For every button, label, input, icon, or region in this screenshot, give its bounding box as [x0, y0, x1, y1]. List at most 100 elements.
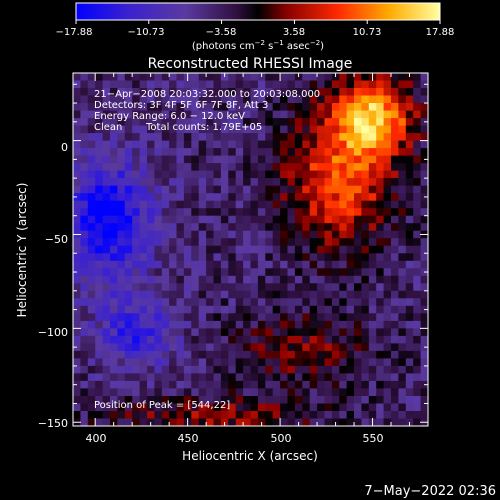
heatmap-cell — [354, 298, 362, 307]
heatmap-cell — [280, 223, 289, 232]
heatmap-cell — [102, 268, 111, 277]
heatmap-cell — [95, 283, 104, 292]
heatmap-cell — [235, 118, 244, 127]
heatmap-cell — [176, 365, 185, 374]
heatmap-cell — [206, 110, 215, 119]
heatmap-cell — [73, 328, 81, 337]
heatmap-cell — [228, 350, 237, 359]
heatmap-cell — [132, 283, 141, 292]
heatmap-cell — [139, 230, 148, 239]
heatmap-cell — [368, 365, 377, 374]
heatmap-cell — [294, 396, 303, 405]
heatmap-cell — [147, 185, 155, 194]
heatmap-cell — [317, 110, 326, 119]
heatmap-cell — [176, 230, 185, 239]
heatmap-cell — [80, 230, 89, 239]
heatmap-cell — [198, 125, 207, 134]
heatmap-cell — [139, 298, 148, 307]
heatmap-cell — [228, 253, 237, 262]
heatmap-cell — [154, 411, 163, 420]
heatmap-cell — [117, 418, 126, 426]
heatmap-cell — [250, 215, 259, 224]
heatmap-cell — [206, 118, 215, 127]
heatmap-cell — [287, 245, 296, 254]
heatmap-cell — [265, 350, 274, 359]
heatmap-cell — [220, 95, 229, 104]
heatmap-cell — [250, 193, 259, 202]
heatmap-cell — [302, 170, 311, 179]
heatmap-cell — [110, 88, 118, 97]
heatmap-cell — [428, 298, 436, 306]
heatmap-cell — [139, 215, 148, 224]
heatmap-cell — [139, 223, 148, 232]
heatmap-cell — [228, 73, 237, 82]
heatmap-cell — [280, 103, 289, 112]
heatmap-cell — [169, 396, 178, 405]
heatmap-cell — [73, 290, 81, 299]
heatmap-cell — [154, 185, 163, 194]
heatmap-cell — [265, 178, 274, 187]
heatmap-cell — [183, 396, 192, 405]
heatmap-cell — [220, 245, 229, 254]
heatmap-cell — [102, 163, 111, 172]
heatmap-cell — [243, 148, 252, 157]
heatmap-cell — [139, 290, 148, 299]
heatmap-cell — [405, 275, 414, 284]
heatmap-cell — [191, 268, 200, 277]
heatmap-cell — [346, 298, 355, 307]
heatmap-cell — [87, 148, 96, 157]
heatmap-cell — [354, 215, 362, 224]
heatmap-cell — [235, 170, 244, 179]
heatmap-cell — [302, 350, 311, 359]
heatmap-cell — [140, 426, 148, 434]
heatmap-cell — [405, 155, 414, 164]
heatmap-cell — [235, 358, 244, 367]
heatmap-cell — [250, 260, 259, 269]
heatmap-cell — [198, 95, 207, 104]
heatmap-cell — [302, 148, 311, 157]
heatmap-cell — [243, 178, 252, 187]
heatmap-cell — [161, 110, 170, 119]
heatmap-cell — [250, 245, 259, 254]
heatmap-cell — [183, 148, 192, 157]
heatmap-cell — [405, 193, 414, 202]
heatmap-cell — [376, 260, 385, 269]
heatmap-cell — [110, 298, 118, 307]
heatmap-cell — [169, 140, 178, 149]
heatmap-cell — [339, 328, 348, 337]
heatmap-cell — [169, 298, 178, 307]
heatmap-cell — [80, 118, 89, 127]
heatmap-cell — [420, 95, 428, 104]
heatmap-cell — [206, 103, 215, 112]
heatmap-cell — [110, 268, 118, 277]
heatmap-cell — [294, 380, 303, 389]
heatmap-cell — [280, 305, 289, 314]
heatmap-cell — [257, 148, 266, 157]
heatmap-cell — [198, 328, 207, 337]
heatmap-cell — [139, 260, 148, 269]
heatmap-cell — [413, 305, 422, 314]
heatmap-cell — [80, 320, 89, 329]
heatmap-cell — [206, 125, 215, 134]
heatmap-cell — [368, 215, 377, 224]
heatmap-cell — [117, 253, 126, 262]
heatmap-cell — [220, 223, 229, 232]
heatmap-cell — [95, 388, 104, 397]
heatmap-cell — [243, 140, 252, 149]
heatmap-cell — [280, 95, 289, 104]
heatmap-cell — [154, 396, 163, 405]
heatmap-cell — [198, 193, 207, 202]
heatmap-cell — [376, 170, 385, 179]
heatmap-cell — [309, 388, 318, 397]
heatmap-cell — [243, 200, 252, 209]
heatmap-cell — [161, 268, 170, 277]
heatmap-cell — [80, 298, 89, 307]
heatmap-cell — [339, 118, 348, 127]
heatmap-cell — [169, 380, 178, 389]
heatmap-cell — [376, 335, 385, 344]
heatmap-cell — [132, 260, 141, 269]
heatmap-cell — [102, 110, 111, 119]
heatmap-cell — [280, 148, 289, 157]
heatmap-cell — [213, 185, 222, 194]
heatmap-cell — [154, 403, 163, 412]
